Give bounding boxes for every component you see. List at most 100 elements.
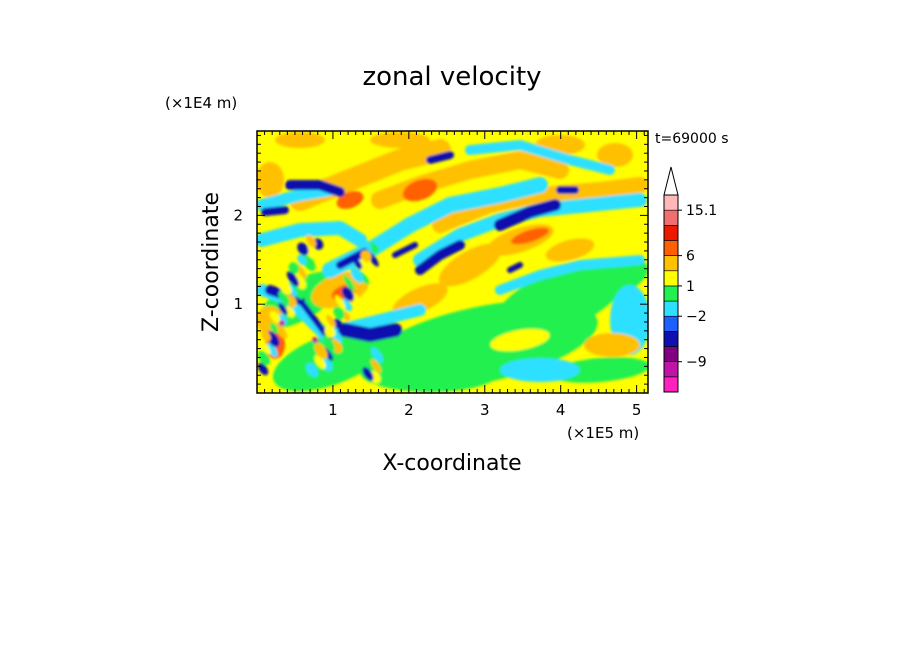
y-tick-label: 2 bbox=[233, 206, 243, 224]
contour-blob bbox=[305, 362, 319, 378]
y-axis-label: Z-coordinate bbox=[199, 192, 224, 332]
contour-blob bbox=[326, 315, 336, 327]
contour-blob bbox=[278, 303, 288, 315]
contour-blob bbox=[370, 359, 382, 373]
contour-blob bbox=[333, 306, 345, 320]
colorbar-segment bbox=[663, 240, 679, 256]
contour-band bbox=[285, 180, 345, 197]
contour-blob bbox=[274, 323, 288, 339]
x-axis-label: X-coordinate bbox=[382, 451, 521, 476]
contour-blob bbox=[288, 262, 300, 274]
colorbar-segment bbox=[663, 315, 679, 332]
contour-blob bbox=[350, 267, 364, 283]
contour-blob bbox=[322, 335, 336, 351]
contour-blob bbox=[278, 279, 292, 295]
colorbar-extend-arrow bbox=[663, 166, 679, 196]
colorbar-segment bbox=[663, 376, 679, 393]
contour-blob bbox=[314, 343, 328, 359]
contour-blob bbox=[370, 132, 430, 148]
contour-blob bbox=[402, 178, 438, 202]
contour-blob bbox=[286, 271, 300, 287]
contour-band bbox=[415, 240, 465, 275]
contour-blob bbox=[285, 306, 295, 318]
colorbar-label: 15.1 bbox=[686, 203, 717, 219]
colorbar-segment bbox=[663, 331, 679, 347]
contour-blob bbox=[370, 347, 384, 363]
time-label: t=69000 s bbox=[655, 131, 729, 147]
contour-blob bbox=[584, 333, 640, 357]
contour-blob bbox=[257, 234, 267, 246]
contour-band bbox=[261, 206, 289, 216]
contour-blob bbox=[279, 320, 285, 326]
contour-blob bbox=[269, 322, 279, 334]
contour-band bbox=[297, 297, 333, 343]
x-unit-label: (×1E5 m) bbox=[567, 424, 639, 442]
contour-blob bbox=[269, 310, 281, 324]
contour-blob bbox=[490, 328, 550, 352]
colorbar: 15.1 6 1 −2 −9 bbox=[663, 166, 717, 393]
contour-blob bbox=[259, 339, 271, 355]
colorbar-segment bbox=[663, 255, 679, 272]
contour-blob bbox=[362, 367, 374, 381]
colorbar-segment bbox=[663, 270, 679, 287]
contour-blob bbox=[350, 279, 362, 293]
contour-blob bbox=[341, 286, 355, 302]
contour-blob bbox=[500, 358, 580, 382]
contour-band bbox=[507, 262, 523, 273]
colorbar-frame bbox=[663, 194, 679, 393]
contour-band bbox=[494, 199, 561, 231]
contour-blob bbox=[297, 254, 307, 266]
x-tick-label: 3 bbox=[480, 401, 490, 419]
chart-title: zonal velocity bbox=[362, 62, 541, 92]
contour-blob bbox=[297, 242, 309, 256]
contour-field bbox=[257, 131, 648, 393]
contour-blob bbox=[312, 337, 318, 343]
colorbar-segment bbox=[663, 285, 679, 302]
contour-band bbox=[432, 177, 648, 233]
colorbar-segment bbox=[663, 361, 679, 378]
contour-blob bbox=[333, 318, 343, 330]
contour-blob bbox=[261, 330, 271, 342]
colorbar-segment bbox=[663, 225, 679, 241]
y-axis-ticks: 12 bbox=[233, 134, 648, 385]
colorbar-label: 6 bbox=[686, 249, 695, 265]
contour-blob bbox=[360, 352, 500, 392]
x-tick-label: 5 bbox=[632, 401, 642, 419]
contour-blob bbox=[369, 242, 379, 254]
contour-band bbox=[465, 140, 615, 175]
contour-band bbox=[338, 323, 402, 342]
contour-blob bbox=[324, 326, 336, 338]
contour-blob bbox=[358, 259, 372, 275]
colorbar-segment bbox=[663, 346, 679, 362]
x-axis-ticks: 1 2 3 4 5 bbox=[264, 131, 645, 419]
contour-blob bbox=[257, 162, 284, 198]
x-tick-label: 4 bbox=[556, 401, 566, 419]
contour-band bbox=[392, 242, 418, 258]
colorbar-segment bbox=[663, 209, 679, 226]
contour-blob bbox=[305, 234, 317, 248]
plot-frame bbox=[256, 130, 649, 394]
y-unit-label: (×1E4 m) bbox=[165, 94, 237, 112]
contour-blob bbox=[597, 143, 633, 167]
contour-band bbox=[257, 221, 367, 247]
colorbar-segment bbox=[663, 194, 679, 211]
colorbar-label: 1 bbox=[686, 279, 695, 295]
contour-blob bbox=[275, 132, 325, 148]
colorbar-label: −9 bbox=[686, 355, 707, 371]
contour-blob bbox=[334, 295, 346, 309]
contour-blob bbox=[545, 238, 595, 262]
contour-blob bbox=[314, 355, 326, 369]
contour-blob bbox=[360, 250, 372, 262]
contour-blob bbox=[353, 258, 363, 270]
x-tick-label: 2 bbox=[404, 401, 414, 419]
contour-blob bbox=[343, 275, 355, 291]
contour-blob bbox=[266, 343, 278, 357]
contour-band bbox=[257, 184, 336, 211]
contour-band bbox=[495, 255, 645, 295]
colorbar-label: −2 bbox=[686, 309, 707, 325]
contour-blob bbox=[362, 239, 372, 251]
contour-blob bbox=[278, 291, 290, 305]
contour-blob bbox=[550, 357, 648, 383]
contour-band bbox=[426, 151, 454, 164]
